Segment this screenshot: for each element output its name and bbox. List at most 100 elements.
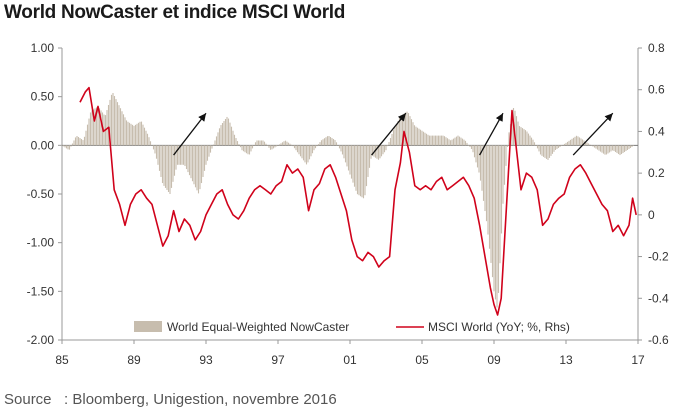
nowcaster-bar	[541, 145, 543, 156]
nowcaster-bar	[260, 140, 263, 146]
nowcaster-bar	[388, 142, 390, 146]
nowcaster-bar	[389, 138, 392, 146]
nowcaster-bar	[595, 145, 597, 149]
nowcaster-bar	[442, 135, 444, 146]
x-tick-label: 05	[415, 353, 429, 367]
nowcaster-bar	[152, 145, 155, 150]
right-tick-label: -0.6	[648, 333, 669, 347]
nowcaster-bar	[418, 128, 420, 146]
nowcaster-bar	[605, 145, 608, 155]
nowcaster-bar	[497, 145, 500, 293]
nowcaster-bar	[599, 145, 602, 152]
nowcaster-bar	[170, 145, 173, 188]
nowcaster-bar	[376, 145, 378, 159]
trend-arrows	[173, 112, 614, 156]
nowcaster-bar	[224, 118, 227, 146]
nowcaster-bar	[61, 145, 63, 146]
trend-arrow	[173, 112, 207, 156]
nowcaster-bar	[196, 145, 198, 191]
nowcaster-bar	[413, 125, 416, 146]
nowcaster-bar	[371, 145, 374, 156]
nowcaster-bar	[473, 145, 476, 158]
nowcaster-bar	[302, 145, 305, 161]
nowcaster-bar	[151, 145, 153, 146]
nowcaster-bar	[590, 145, 593, 146]
nowcaster-bar	[571, 138, 573, 146]
nowcaster-bar	[523, 129, 525, 146]
nowcaster-bar	[548, 145, 551, 158]
nowcaster-bar	[307, 145, 309, 163]
nowcaster-bar	[148, 137, 150, 146]
nowcaster-bar	[236, 141, 239, 146]
nowcaster-bar	[622, 145, 624, 154]
nowcaster-bar	[133, 125, 135, 146]
nowcaster-bar	[404, 112, 407, 146]
x-tick-label: 93	[199, 353, 213, 367]
nowcaster-bar	[362, 145, 365, 199]
nowcaster-bar	[364, 145, 366, 196]
nowcaster-bar	[281, 142, 284, 146]
nowcaster-bar	[434, 135, 437, 146]
nowcaster-bar	[628, 145, 630, 149]
left-tick-label: 0.00	[31, 138, 55, 152]
nowcaster-bar	[610, 145, 612, 152]
nowcaster-bar	[121, 111, 123, 146]
nowcaster-bar	[169, 145, 171, 194]
nowcaster-bar	[83, 136, 86, 146]
nowcaster-bar	[332, 139, 335, 146]
nowcaster-bar	[478, 145, 480, 173]
nowcaster-bar	[577, 136, 579, 146]
nowcaster-bar	[340, 145, 342, 152]
nowcaster-bar	[265, 143, 267, 146]
nowcaster-bar	[436, 135, 438, 146]
x-tick-label: 01	[343, 353, 357, 367]
nowcaster-bar	[458, 136, 461, 146]
trend-arrow	[572, 112, 614, 156]
nowcaster-bar	[64, 145, 66, 148]
chart-axes: 1.00 0.50 0.00 -0.50 -1.00 -1.50 -2.00 0.8 0.6 0.…	[27, 41, 669, 367]
nowcaster-bar	[319, 142, 321, 146]
nowcaster-bar	[545, 145, 548, 159]
nowcaster-bar	[94, 108, 96, 146]
nowcaster-bar	[533, 142, 536, 146]
nowcaster-bar	[115, 99, 117, 146]
trend-arrow	[479, 112, 504, 156]
nowcaster-bar	[202, 145, 204, 177]
nowcaster-bar	[425, 133, 428, 146]
nowcaster-bar	[338, 145, 341, 149]
nowcaster-bar	[515, 116, 518, 146]
nowcaster-bar	[182, 145, 185, 165]
nowcaster-bar	[566, 141, 569, 146]
nowcaster-bar	[349, 145, 351, 175]
nowcaster-bar	[125, 120, 128, 146]
nowcaster-bar	[463, 139, 465, 146]
nowcaster-bar	[394, 127, 396, 146]
nowcaster-bar	[110, 94, 113, 146]
nowcaster-bar	[481, 145, 483, 191]
nowcaster-bar	[223, 121, 225, 146]
nowcaster-bar	[242, 145, 245, 152]
nowcaster-bar	[298, 145, 300, 155]
nowcaster-bar	[239, 145, 242, 148]
nowcaster-bar	[98, 108, 101, 146]
nowcaster-bar	[191, 145, 194, 182]
nowcaster-bar	[538, 145, 540, 152]
nowcaster-bar	[82, 140, 84, 146]
nowcaster-bar	[446, 138, 449, 146]
nowcaster-bar	[109, 99, 111, 146]
nowcaster-bar	[469, 145, 471, 147]
nowcaster-bar	[503, 145, 506, 185]
nowcaster-bar	[358, 145, 360, 196]
nowcaster-bar	[190, 145, 192, 179]
nowcaster-bar	[199, 145, 201, 190]
nowcaster-bar	[76, 136, 78, 146]
nowcaster-bar	[451, 139, 453, 146]
nowcaster-bar	[124, 117, 126, 146]
nowcaster-bar	[337, 145, 339, 146]
nowcaster-bar	[584, 141, 587, 146]
nowcaster-bar	[301, 145, 303, 159]
nowcaster-bar	[317, 144, 320, 146]
nowcaster-bar	[383, 145, 386, 153]
nowcaster-bar	[280, 143, 282, 146]
nowcaster-bar	[268, 145, 270, 148]
